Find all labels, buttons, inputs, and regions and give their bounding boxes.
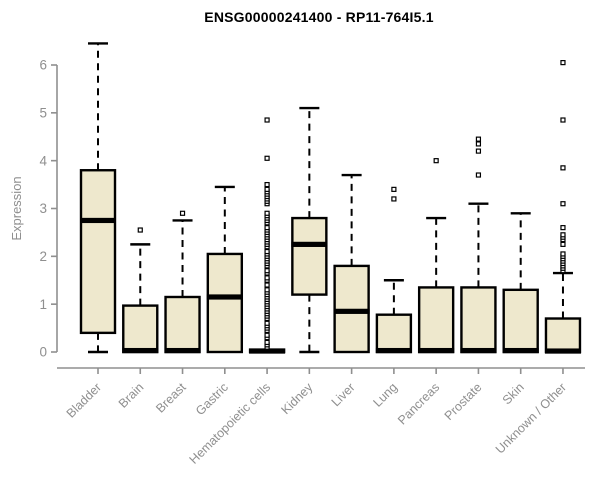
iqr-box [375,313,413,354]
outlier-point [137,227,143,233]
iqr-box [122,304,159,354]
outlier-point [560,251,566,257]
box-skin [502,212,539,354]
iqr-box [79,169,117,335]
iqr-box [460,286,497,354]
box-breast [164,210,201,354]
outlier-point [560,60,566,66]
outlier-point [560,165,566,171]
outlier-point [475,141,482,147]
outlier-point [475,148,482,154]
x-tick-label: Prostate [442,380,485,423]
iqr-box [502,288,539,354]
iqr-box [291,216,328,296]
median-line [460,347,497,354]
x-tick-label: Gastric [193,380,231,418]
box-prostate [460,136,497,354]
outlier-point [264,225,270,231]
median-line [80,217,116,224]
median-line [164,347,201,354]
median-line [122,347,159,354]
outlier-point [560,117,566,123]
median-line [249,348,286,354]
y-tick-label: 5 [39,105,47,120]
iqr-box [164,295,201,354]
chart-title: ENSG00000241400 - RP11-764I5.1 [204,9,434,25]
iqr-box [544,317,582,354]
box-gastric [206,185,244,354]
outlier-point [433,158,439,164]
median-line [206,294,243,300]
iqr-box [417,286,455,354]
x-tick-label: Skin [500,380,527,407]
box-liver [333,173,370,354]
outlier-point [560,232,566,238]
median-line [418,347,455,354]
box-lung [375,186,413,354]
outlier-point [179,210,186,216]
outlier-point [475,172,482,178]
iqr-box [206,252,244,354]
x-tick-label: Pancreas [395,380,442,427]
box-kidney [291,106,328,354]
outlier-point [264,332,270,338]
x-tick-label: Lung [370,380,400,410]
outlier-point [264,339,270,346]
box-pancreas [417,158,455,354]
outlier-point [560,241,566,247]
box-unknown-other [544,60,582,354]
x-tick-label: Liver [329,380,358,409]
y-tick-label: 4 [39,153,47,168]
y-tick-label: 6 [39,58,47,73]
outlier-point [264,248,270,255]
outlier-point [264,186,270,192]
outlier-point [264,287,270,293]
median-line [502,347,539,354]
y-tick-label: 0 [39,345,47,360]
box-brain [122,227,159,354]
median-line [291,241,328,247]
box-hematopoietic-cells [248,117,286,354]
outlier-point [264,210,270,216]
x-tick-label: Kidney [279,380,316,417]
outlier-point [264,275,270,281]
y-tick-label: 3 [39,201,47,216]
outlier-point [560,225,566,231]
y-tick-label: 2 [39,249,47,264]
outlier-point [391,186,397,192]
x-tick-label: Bladder [64,380,104,420]
y-tick-label: 1 [39,297,47,312]
outlier-point [264,320,270,326]
outlier-point [264,155,270,161]
outlier-point [391,196,397,202]
y-axis: 0 1 2 3 4 5 6 [39,58,58,360]
x-tick-label: Hematopoietic cells [187,380,274,467]
outlier-point [264,268,270,274]
outlier-point [475,136,482,142]
median-line [333,308,370,314]
x-tick-label: Breast [153,380,189,416]
box-bladder [79,42,117,354]
outlier-point [264,282,270,288]
median-line [375,347,412,354]
median-line [544,348,581,354]
outlier-point [264,117,270,123]
x-tick-label: Brain [116,380,147,411]
outlier-point [264,181,270,188]
outlier-point [560,201,566,207]
